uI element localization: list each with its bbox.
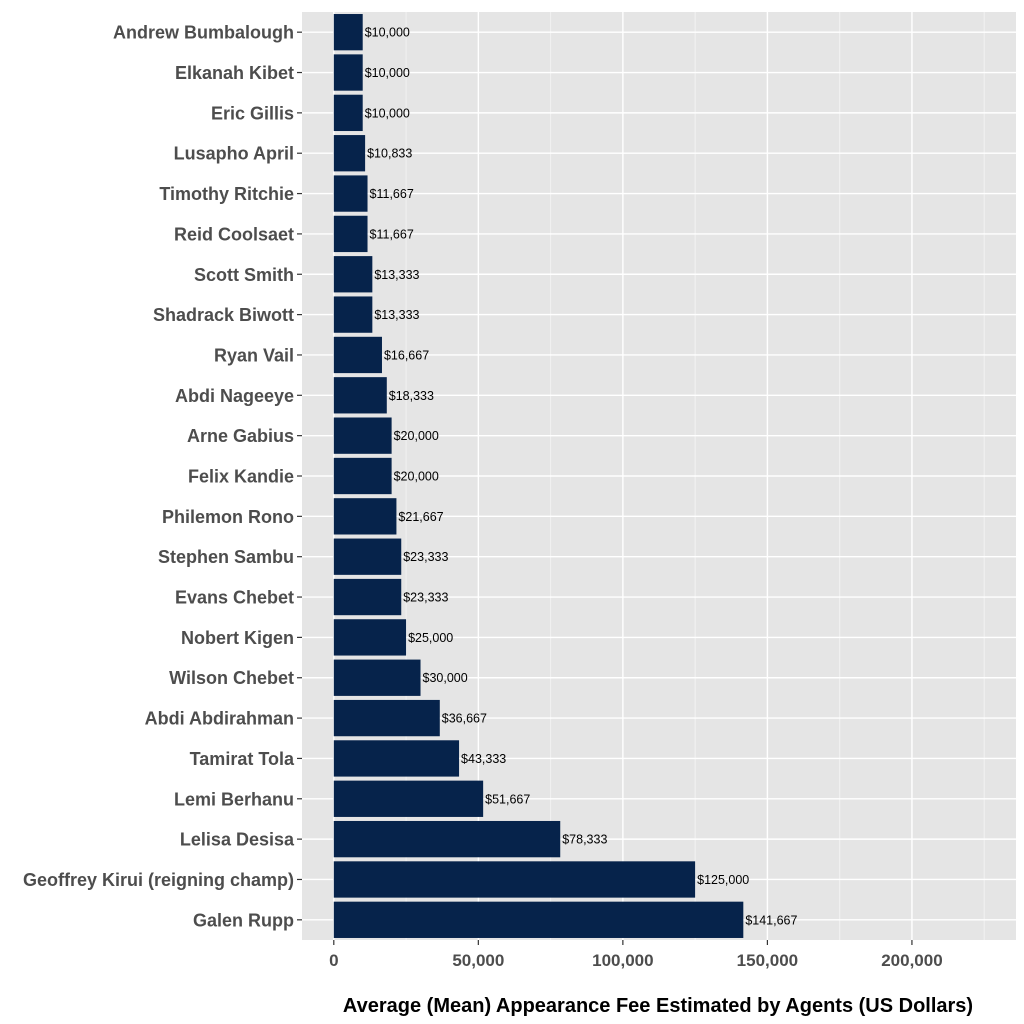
bar [333, 498, 397, 535]
category-label: Galen Rupp [193, 910, 294, 930]
category-label: Elkanah Kibet [175, 63, 294, 83]
x-tick-label: 150,000 [737, 951, 798, 970]
category-label: Tamirat Tola [190, 749, 295, 769]
category-label: Abdi Abdirahman [145, 709, 294, 729]
data-label: $21,667 [398, 510, 443, 524]
category-label: Timothy Ritchie [159, 184, 294, 204]
x-tick-label: 0 [329, 951, 338, 970]
bar [333, 94, 363, 132]
x-axis-title: Average (Mean) Appearance Fee Estimated … [343, 995, 973, 1017]
data-label: $43,333 [461, 752, 506, 766]
category-label: Stephen Sambu [158, 547, 294, 567]
bar [333, 14, 363, 51]
x-tick-label: 200,000 [881, 951, 942, 970]
category-label: Abdi Nageeye [175, 386, 294, 406]
bar [333, 901, 744, 938]
data-label: $23,333 [403, 591, 448, 605]
data-label: $25,000 [408, 631, 453, 645]
data-label: $13,333 [374, 308, 419, 322]
category-label: Arne Gabius [187, 426, 294, 446]
category-label: Ryan Vail [214, 345, 294, 365]
data-label: $10,833 [367, 147, 412, 161]
bar [333, 54, 363, 91]
data-label: $10,000 [365, 106, 410, 120]
category-label: Reid Coolsaet [174, 224, 294, 244]
bar [333, 820, 561, 858]
category-label: Evans Chebet [175, 588, 294, 608]
x-tick-label: 50,000 [452, 951, 504, 970]
data-label: $23,333 [403, 550, 448, 564]
data-label: $36,667 [442, 712, 487, 726]
data-label: $16,667 [384, 348, 429, 362]
data-label: $10,000 [365, 66, 410, 80]
bar [333, 135, 366, 172]
bar [333, 215, 368, 253]
category-label: Lemi Berhanu [174, 789, 294, 809]
bar [333, 417, 392, 454]
data-label: $18,333 [389, 389, 434, 403]
bar [333, 740, 460, 777]
category-label: Lusapho April [174, 144, 294, 164]
category-label: Geoffrey Kirui (reigning champ) [23, 870, 294, 890]
bar [333, 336, 382, 374]
data-label: $11,667 [370, 187, 414, 201]
bar [333, 256, 373, 293]
category-label: Andrew Bumbalough [113, 23, 294, 43]
category-label: Eric Gillis [211, 103, 294, 123]
bar [333, 377, 387, 414]
data-label: $78,333 [562, 833, 607, 847]
data-label: $30,000 [423, 671, 468, 685]
data-label: $51,667 [485, 792, 530, 806]
y-axis: Andrew Bumbalough Elkanah Kibet Eric Gilli… [23, 23, 302, 930]
bar [333, 659, 421, 696]
bar [333, 578, 402, 616]
bar [333, 175, 368, 212]
bar [333, 780, 484, 817]
data-label: $125,000 [697, 873, 749, 887]
bar [333, 296, 373, 333]
major-gridlines [302, 12, 1016, 940]
category-label: Wilson Chebet [169, 668, 294, 688]
bar [333, 861, 696, 898]
x-tick-label: 100,000 [592, 951, 653, 970]
bar [333, 457, 392, 495]
data-label: $20,000 [394, 470, 439, 484]
data-label: $10,000 [365, 26, 410, 40]
category-label: Nobert Kigen [181, 628, 294, 648]
data-label: $11,667 [370, 227, 414, 241]
category-label: Lelisa Desisa [180, 830, 295, 850]
bar [333, 538, 402, 575]
category-label: Felix Kandie [188, 467, 294, 487]
category-label: Philemon Rono [162, 507, 294, 527]
data-label: $141,667 [745, 913, 797, 927]
category-label: Scott Smith [194, 265, 294, 285]
bar [333, 619, 407, 656]
data-label: $20,000 [394, 429, 439, 443]
data-label: $13,333 [374, 268, 419, 282]
data-labels: $10,000 $10,000 $10,000 $10,833 $11,667 $11,6… [365, 26, 798, 928]
category-label: Shadrack Biwott [153, 305, 294, 325]
bars [333, 14, 744, 938]
x-axis: 0 50,000 100,000 150,000 200,000 [329, 940, 943, 970]
bar [333, 699, 440, 737]
